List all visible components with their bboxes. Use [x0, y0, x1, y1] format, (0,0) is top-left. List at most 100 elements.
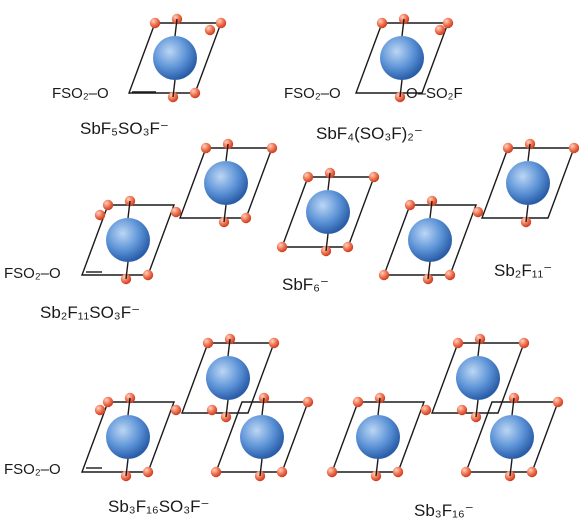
g6-oct3-fluorine-1: [276, 466, 288, 478]
g1-fluorine-bottom-right: [189, 87, 201, 99]
g5-oct2-fluorine-1: [444, 269, 456, 281]
g6-octahedron-3-bond-top: [261, 397, 265, 416]
g4-fluorine-0: [302, 171, 314, 183]
g3-substituent-label: FSO₂–O: [4, 265, 61, 282]
g7-octahedron-2-bond-top: [377, 397, 381, 416]
g6-fluorine-mid: [206, 404, 218, 416]
g2-structure: [354, 13, 454, 103]
g6-formula-label: Sb₃F₁₆SO₃F⁻: [108, 497, 210, 516]
g6-antimony-atom-1: [206, 356, 250, 400]
g6-octahedron-2-bond-bottom: [125, 458, 129, 477]
g7-octahedron-1-edges: [430, 342, 526, 414]
g4-formula-label: SbF₆⁻: [282, 275, 329, 294]
g5-antimony-atom-2: [408, 218, 452, 262]
g2-octahedron-1-bond-bottom: [399, 79, 403, 98]
g6-oct1-fluorine-0: [202, 337, 214, 349]
g2-antimony-atom-1: [380, 36, 424, 80]
g7-octahedron-2-bond-bottom: [375, 458, 379, 477]
g6-oct2-fluorine-1: [142, 466, 154, 478]
g1-antimony-atom-1: [153, 36, 197, 80]
substituent-labels: FSO₂–O FSO₂–O O–SO₂F FSO₂–O FSO₂–O: [4, 85, 463, 478]
g7-oct3-fluorine-2: [460, 466, 472, 478]
g1-octahedron-1-bond-top: [174, 18, 178, 37]
g1-fluorine-top-right: [215, 17, 227, 29]
g6-bridging-fluorine-left: [170, 404, 182, 416]
g5-antimony-atom-1: [506, 161, 550, 205]
g3-bridging-fluorine: [170, 206, 182, 218]
g5-octahedron-2-bond-bottom: [427, 261, 431, 280]
g1-formula-label: SbF₅SO₃F⁻: [80, 119, 169, 138]
g6-structure: [80, 333, 314, 482]
g3-oct2-fluorine-upper: [94, 209, 106, 221]
g1-fluorine-upper: [204, 24, 216, 36]
g3-oct1-fluorine-1: [266, 142, 278, 154]
formula-labels: SbF₅SO₃F⁻ SbF₄(SO₃F)₂⁻ Sb₂F₁₁SO₃F⁻ SbF₆⁻…: [40, 119, 552, 520]
g7-octahedron-3-bond-bottom: [509, 458, 513, 477]
g3-oct1-fluorine-2: [240, 212, 252, 224]
g3-structure: [80, 138, 278, 285]
g7-oct2-fluorine-2: [392, 466, 404, 478]
g3-oct2-fluorine-0: [102, 199, 114, 211]
g4-fluorine-2: [342, 241, 354, 253]
g6-oct3-fluorine-0: [302, 396, 314, 408]
g7-octahedron-1-bond-top: [477, 338, 481, 357]
g7-formula-label: Sb₃F₁₆⁻: [414, 501, 474, 520]
g4-structure: [276, 167, 380, 257]
g2-fluorine-top-right: [442, 17, 454, 29]
g5-octahedron-1-bond-top: [527, 143, 531, 162]
g6-antimony-atom-2: [106, 415, 150, 459]
g3-oct2-fluorine-1: [142, 269, 154, 281]
g5-oct1-fluorine-0: [502, 142, 514, 154]
g7-oct2-fluorine-0: [352, 396, 364, 408]
g7-oct2-fluorine-1: [326, 466, 338, 478]
g7-bridging-fluorine-left: [420, 404, 432, 416]
g5-octahedron-1-edges: [480, 147, 576, 219]
g3-octahedron-1-bond-top: [225, 143, 229, 162]
g6-octahedron-1-bond-bottom: [225, 399, 229, 418]
g7-oct3-fluorine-0: [552, 396, 564, 408]
g4-octahedron-1-bond-bottom: [325, 233, 329, 252]
g6-substituent-label: FSO₂–O: [4, 461, 61, 478]
g5-formula-label: Sb₂F₁₁⁻: [494, 261, 552, 280]
g3-antimony-atom-2: [106, 218, 150, 262]
g6-octahedron-1-bond-top: [227, 338, 231, 357]
g2-fluorine-top-left: [376, 17, 388, 29]
g5-oct2-fluorine-0: [404, 199, 416, 211]
g6-octahedron-1-edges: [180, 342, 276, 414]
g1-substituent-label: FSO₂–O: [52, 85, 109, 102]
g2-formula-label: SbF₄(SO₃F)₂⁻: [316, 124, 423, 143]
g2-octahedron-1-edges: [354, 22, 450, 94]
g7-oct1-fluorine-0: [452, 337, 464, 349]
g6-oct2-fluorine-upper: [94, 404, 106, 416]
g7-octahedron-3-bond-top: [511, 397, 515, 416]
g6-oct2-fluorine-0: [102, 396, 114, 408]
g3-octahedron-2-bond-bottom: [125, 261, 129, 280]
g5-oct1-fluorine-1: [568, 142, 579, 154]
g7-structure: [326, 333, 564, 482]
g6-antimony-atom-3: [240, 415, 284, 459]
g7-fluorine-mid: [456, 404, 468, 416]
g7-oct3-fluorine-1: [526, 466, 538, 478]
g5-oct2-fluorine-2: [378, 269, 390, 281]
g5-octahedron-2-bond-top: [429, 200, 433, 219]
g3-antimony-atom-1: [204, 161, 248, 205]
g2-substituent-label-right: O–SO₂F: [406, 85, 463, 102]
g5-octahedron-1-bond-bottom: [525, 204, 529, 223]
g4-antimony-atom-1: [306, 190, 350, 234]
g4-octahedron-1-bond-top: [327, 172, 331, 191]
g7-antimony-atom-3: [490, 415, 534, 459]
structures-layer: [80, 13, 579, 482]
g6-oct3-fluorine-2: [210, 466, 222, 478]
g3-oct1-fluorine-0: [200, 142, 212, 154]
g1-fluorine-top-left: [149, 17, 161, 29]
g6-octahedron-2-bond-top: [127, 397, 131, 416]
g2-substituent-label-left: FSO₂–O: [284, 85, 341, 102]
g5-bridging-fluorine: [472, 206, 484, 218]
g2-octahedron-1-bond-top: [401, 18, 405, 37]
g3-octahedron-2-bond-top: [127, 200, 131, 219]
g3-formula-label: Sb₂F₁₁SO₃F⁻: [40, 303, 140, 322]
g6-oct1-fluorine-1: [268, 337, 280, 349]
g4-fluorine-1: [368, 171, 380, 183]
